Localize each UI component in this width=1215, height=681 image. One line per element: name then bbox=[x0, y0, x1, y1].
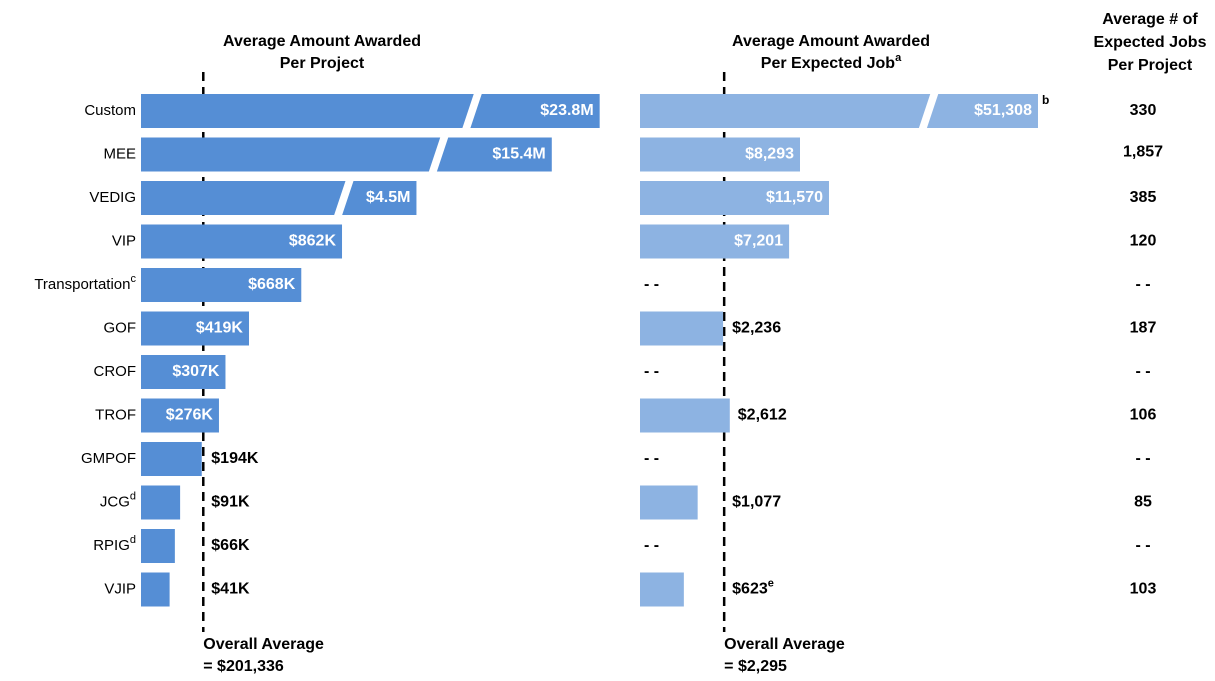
footnote-mark: c bbox=[131, 273, 137, 285]
bar bbox=[141, 311, 249, 346]
bar bbox=[141, 355, 226, 389]
value-label: $194K bbox=[211, 450, 259, 467]
missing-label: - - bbox=[1135, 450, 1150, 467]
missing-label: - - bbox=[644, 450, 659, 467]
bar bbox=[141, 181, 417, 215]
axis-break bbox=[428, 136, 449, 173]
jobs-value: 330 bbox=[1130, 102, 1157, 119]
value-label: $41K bbox=[211, 581, 250, 598]
category-label: VIP bbox=[112, 232, 136, 249]
category-label: MEE bbox=[103, 145, 136, 162]
value-label: $276K bbox=[166, 407, 214, 424]
bar bbox=[640, 224, 790, 259]
jobs-value: 106 bbox=[1130, 407, 1157, 424]
value-label: $1,077 bbox=[732, 494, 781, 511]
category-label: VJIP bbox=[104, 580, 136, 597]
category-label: RPIGd bbox=[93, 534, 136, 554]
value-label: $15.4M bbox=[492, 146, 545, 163]
value-label: $623e bbox=[732, 577, 774, 597]
category-label: CROF bbox=[94, 363, 137, 380]
bar bbox=[640, 572, 684, 607]
panel-title: Average Amount Awarded bbox=[223, 33, 421, 50]
category-label: GMPOF bbox=[81, 450, 136, 467]
value-label: $23.8M bbox=[540, 102, 593, 119]
jobs-title: Average # of bbox=[1102, 11, 1198, 28]
footnote-mark: a bbox=[895, 52, 902, 64]
jobs-value: 103 bbox=[1130, 581, 1157, 598]
axis-break bbox=[462, 93, 483, 129]
value-label: $668K bbox=[248, 276, 296, 293]
category-label: Custom bbox=[84, 102, 136, 119]
bar bbox=[141, 485, 181, 520]
value-label: $307K bbox=[172, 363, 220, 380]
panel-title: Per Expected Joba bbox=[761, 52, 902, 72]
bar bbox=[640, 137, 801, 172]
jobs-value: 1,857 bbox=[1123, 144, 1163, 161]
axis-break bbox=[333, 180, 354, 216]
value-label: $419K bbox=[196, 320, 244, 337]
average-label: Overall Average bbox=[203, 636, 324, 653]
missing-label: - - bbox=[644, 276, 659, 293]
panel-title: Per Project bbox=[280, 55, 365, 72]
category-label: TROF bbox=[95, 406, 136, 423]
missing-label: - - bbox=[644, 537, 659, 554]
bar bbox=[141, 442, 202, 476]
footnote-mark: e bbox=[768, 577, 774, 589]
bar bbox=[640, 181, 829, 215]
missing-label: - - bbox=[1135, 537, 1150, 554]
value-label: $91K bbox=[211, 494, 250, 511]
bar bbox=[141, 94, 600, 128]
average-label: Overall Average bbox=[724, 636, 845, 653]
average-value: = $201,336 bbox=[203, 658, 284, 675]
value-label: $7,201 bbox=[734, 233, 783, 250]
jobs-title: Per Project bbox=[1108, 57, 1193, 74]
jobs-value: 385 bbox=[1130, 189, 1157, 206]
bar bbox=[640, 94, 1038, 128]
value-label: $862K bbox=[289, 233, 337, 250]
bar bbox=[141, 572, 170, 607]
missing-label: - - bbox=[1135, 363, 1150, 380]
bar bbox=[141, 398, 219, 433]
bar bbox=[640, 398, 730, 433]
value-label: $51,308 bbox=[974, 102, 1032, 119]
panel-title: Average Amount Awarded bbox=[732, 33, 930, 50]
footnote-mark: d bbox=[130, 534, 136, 546]
bar bbox=[640, 485, 698, 520]
jobs-title: Expected Jobs bbox=[1094, 34, 1207, 51]
jobs-value: 187 bbox=[1130, 320, 1157, 337]
category-label: Transportationc bbox=[34, 273, 136, 293]
axis-break bbox=[918, 93, 939, 129]
average-value: = $2,295 bbox=[724, 658, 787, 675]
jobs-value: 120 bbox=[1130, 233, 1157, 250]
value-label: $2,236 bbox=[732, 320, 781, 337]
value-label: $11,570 bbox=[766, 189, 823, 206]
value-label: $4.5M bbox=[366, 189, 410, 206]
jobs-value: 85 bbox=[1134, 494, 1152, 511]
category-label: JCGd bbox=[100, 490, 136, 510]
value-label: $66K bbox=[211, 537, 250, 554]
bar bbox=[141, 224, 343, 259]
category-label: GOF bbox=[104, 319, 137, 336]
bar bbox=[141, 137, 552, 172]
missing-label: - - bbox=[644, 363, 659, 380]
bar bbox=[141, 529, 175, 563]
category-label: VEDIG bbox=[89, 189, 136, 206]
value-label: $8,293 bbox=[745, 146, 794, 163]
value-label: $2,612 bbox=[738, 407, 787, 424]
bar bbox=[141, 268, 302, 302]
footnote-mark: b bbox=[1042, 93, 1049, 107]
footnote-mark: d bbox=[130, 490, 136, 502]
bar bbox=[640, 311, 724, 346]
missing-label: - - bbox=[1135, 276, 1150, 293]
